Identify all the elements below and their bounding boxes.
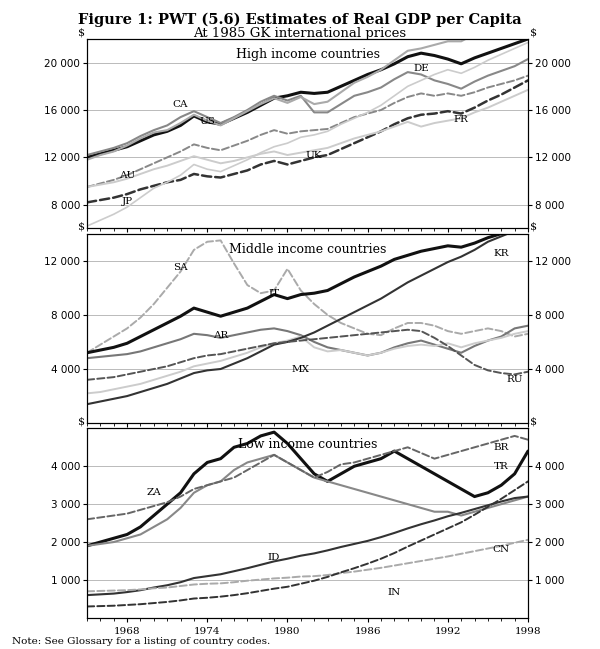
Text: FR: FR <box>454 115 469 124</box>
Text: IN: IN <box>388 587 401 596</box>
Text: Low income countries: Low income countries <box>238 438 377 451</box>
Text: At 1985 GK international prices: At 1985 GK international prices <box>193 27 407 40</box>
Text: JP: JP <box>122 197 133 206</box>
Text: CN: CN <box>493 545 510 554</box>
Text: SA: SA <box>173 263 188 272</box>
Text: UK: UK <box>306 151 322 160</box>
Text: Middle income countries: Middle income countries <box>229 243 386 256</box>
Text: $: $ <box>77 222 85 232</box>
Text: $: $ <box>530 27 538 37</box>
Text: $: $ <box>530 417 538 426</box>
Text: ID: ID <box>268 553 280 561</box>
Text: $: $ <box>77 417 85 426</box>
Text: RU: RU <box>506 375 523 384</box>
Text: IT: IT <box>269 289 280 298</box>
Text: US: US <box>199 117 215 127</box>
Text: $: $ <box>530 222 538 232</box>
Text: BR: BR <box>494 443 509 452</box>
Text: DE: DE <box>413 64 429 73</box>
Text: AR: AR <box>213 330 228 339</box>
Text: Figure 1: PWT (5.6) Estimates of Real GDP per Capita: Figure 1: PWT (5.6) Estimates of Real GD… <box>78 13 522 27</box>
Text: AU: AU <box>119 171 135 180</box>
Text: ZA: ZA <box>146 488 161 497</box>
Text: High income countries: High income countries <box>236 49 380 62</box>
Text: KR: KR <box>494 249 509 258</box>
Text: MX: MX <box>292 365 310 374</box>
Text: Note: See Glossary for a listing of country codes.: Note: See Glossary for a listing of coun… <box>12 637 270 646</box>
Text: TR: TR <box>494 461 509 471</box>
Text: $: $ <box>77 27 85 37</box>
Text: CA: CA <box>173 99 188 108</box>
